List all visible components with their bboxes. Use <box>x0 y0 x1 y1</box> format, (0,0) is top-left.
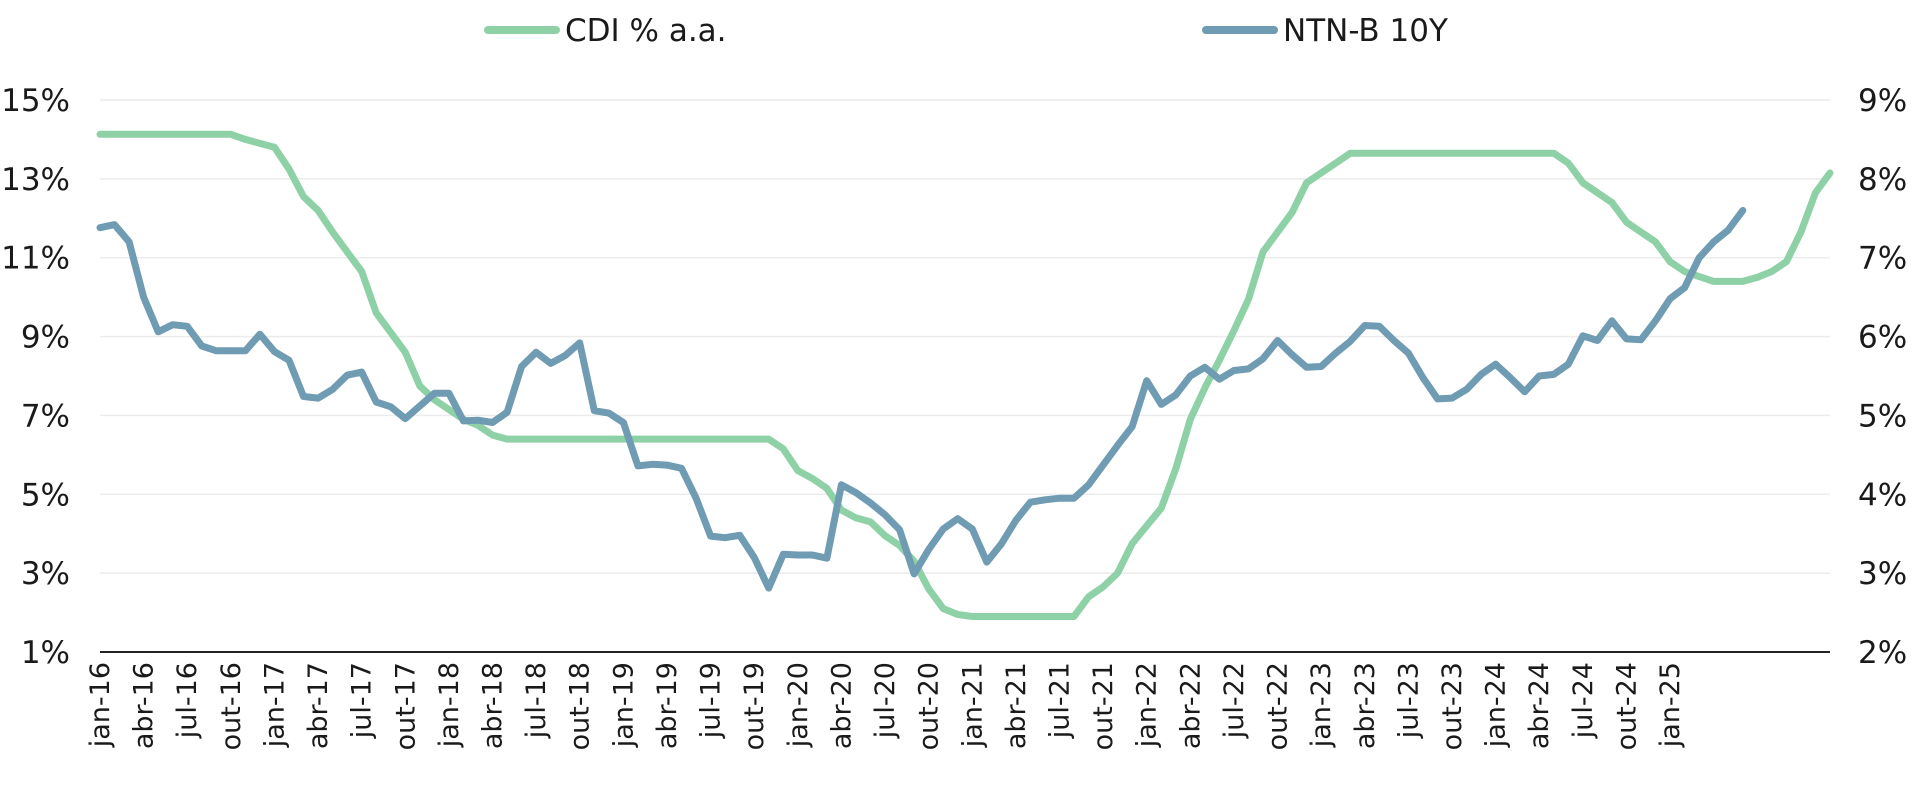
x-tick-label: jan-18 <box>434 662 465 748</box>
series-lines <box>96 130 1834 620</box>
x-tick-label: out-19 <box>739 662 770 750</box>
right-y-tick-label: 6% <box>1858 320 1907 356</box>
x-tick-label: abr-22 <box>1175 662 1206 749</box>
x-tick-label: out-21 <box>1088 662 1119 750</box>
x-tick-label: jul-24 <box>1568 662 1599 739</box>
legend-label-ntnb: NTN-B 10Y <box>1283 13 1448 49</box>
left-y-tick-label: 9% <box>21 320 70 356</box>
right-y-tick-label: 9% <box>1858 83 1907 119</box>
left-y-axis-ticks: 15% 13% 11% 9% 7% 5% 3% 1% <box>1 83 70 671</box>
x-tick-label: out-18 <box>565 662 596 750</box>
legend-label-cdi: CDI % a.a. <box>565 13 727 49</box>
x-tick-label: abr-17 <box>303 662 334 749</box>
left-y-tick-label: 7% <box>21 398 70 434</box>
x-tick-label: jan-19 <box>608 662 639 748</box>
left-y-tick-label: 15% <box>1 83 70 119</box>
x-tick-label: out-20 <box>914 662 945 750</box>
x-tick-label: out-24 <box>1611 662 1642 750</box>
x-tick-label: jan-17 <box>259 662 290 748</box>
gridlines <box>100 99 1830 574</box>
x-axis-ticks: jan-16 abr-16 jul-16 out-16 jan-17 abr-17 jul-… <box>85 662 1686 750</box>
x-tick-label: jul-18 <box>521 662 552 739</box>
series-line-cdi <box>96 130 1834 620</box>
x-tick-label: abr-24 <box>1524 662 1555 749</box>
x-tick-label: jul-23 <box>1393 662 1424 739</box>
x-tick-label: jan-21 <box>957 662 988 748</box>
left-y-tick-label: 13% <box>1 162 70 198</box>
right-y-tick-label: 2% <box>1858 635 1907 671</box>
right-y-tick-label: 4% <box>1858 477 1907 513</box>
left-y-tick-label: 11% <box>1 241 70 277</box>
left-y-tick-label: 1% <box>21 635 70 671</box>
x-tick-label: jan-22 <box>1132 662 1163 748</box>
x-tick-label: out-22 <box>1263 662 1294 750</box>
x-tick-label: jul-16 <box>172 662 203 739</box>
x-tick-label: abr-20 <box>826 662 857 749</box>
x-tick-label: abr-19 <box>652 662 683 749</box>
x-tick-label: jul-19 <box>696 662 727 739</box>
x-tick-label: abr-18 <box>478 662 509 749</box>
x-tick-label: jan-20 <box>783 662 814 748</box>
x-tick-label: out-17 <box>390 662 421 750</box>
right-y-axis-ticks: 9% 8% 7% 6% 5% 4% 3% 2% <box>1858 83 1907 671</box>
x-tick-label: jan-23 <box>1306 662 1337 748</box>
legend: CDI % a.a. NTN-B 10Y <box>484 13 1448 49</box>
x-tick-label: jul-21 <box>1044 662 1075 739</box>
x-tick-label: jul-20 <box>870 662 901 739</box>
x-tick-label: jul-17 <box>347 662 378 739</box>
x-tick-label: abr-16 <box>129 662 160 749</box>
x-tick-label: out-16 <box>216 662 247 750</box>
x-tick-label: jan-25 <box>1655 662 1686 748</box>
x-tick-label: jan-24 <box>1481 662 1512 748</box>
right-y-tick-label: 5% <box>1858 398 1907 434</box>
right-y-tick-label: 3% <box>1858 556 1907 592</box>
x-tick-label: out-23 <box>1437 662 1468 750</box>
right-y-tick-label: 7% <box>1858 241 1907 277</box>
left-y-tick-label: 5% <box>21 477 70 513</box>
x-tick-label: jul-22 <box>1219 662 1250 739</box>
series-line-ntnb <box>96 206 1747 592</box>
x-tick-label: jan-16 <box>85 662 116 748</box>
x-tick-label: abr-21 <box>1001 662 1032 749</box>
x-tick-label: abr-23 <box>1350 662 1381 749</box>
right-y-tick-label: 8% <box>1858 162 1907 198</box>
left-y-tick-label: 3% <box>21 556 70 592</box>
